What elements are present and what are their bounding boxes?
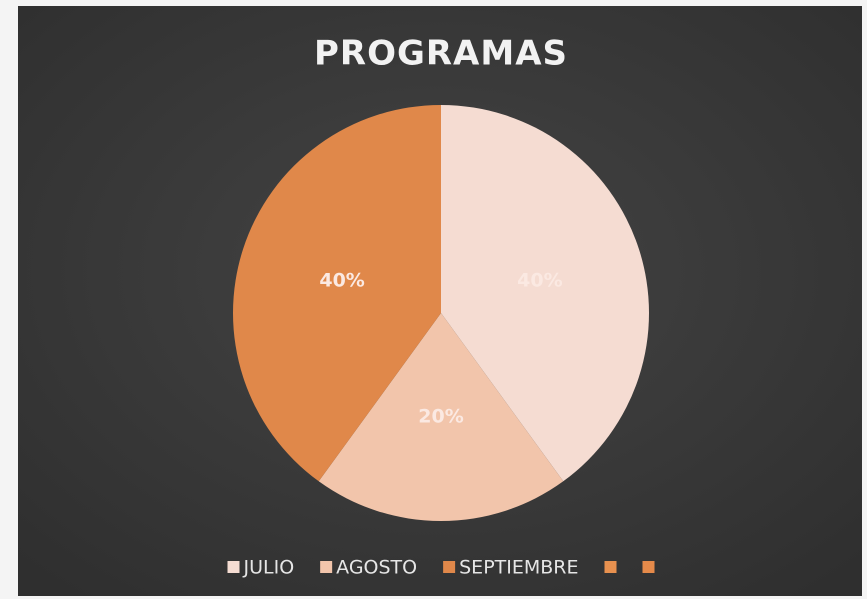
legend-swatch (227, 561, 240, 573)
chart-title: PROGRAMAS (314, 34, 568, 74)
pie-slice (441, 105, 650, 482)
data-label: 40% (517, 269, 562, 291)
data-label: 40% (319, 269, 364, 291)
legend-swatch (642, 561, 655, 573)
pie-slice (318, 313, 564, 522)
legend-label: SEPTIEMBRE (459, 557, 578, 579)
legend-swatch (320, 561, 333, 573)
legend-swatch (604, 561, 617, 573)
legend-label: AGOSTO (336, 557, 417, 579)
legend-label: JULIO (243, 557, 295, 579)
data-label: 20% (418, 406, 463, 428)
pie-slice (232, 105, 441, 482)
legend-swatch (443, 561, 456, 573)
